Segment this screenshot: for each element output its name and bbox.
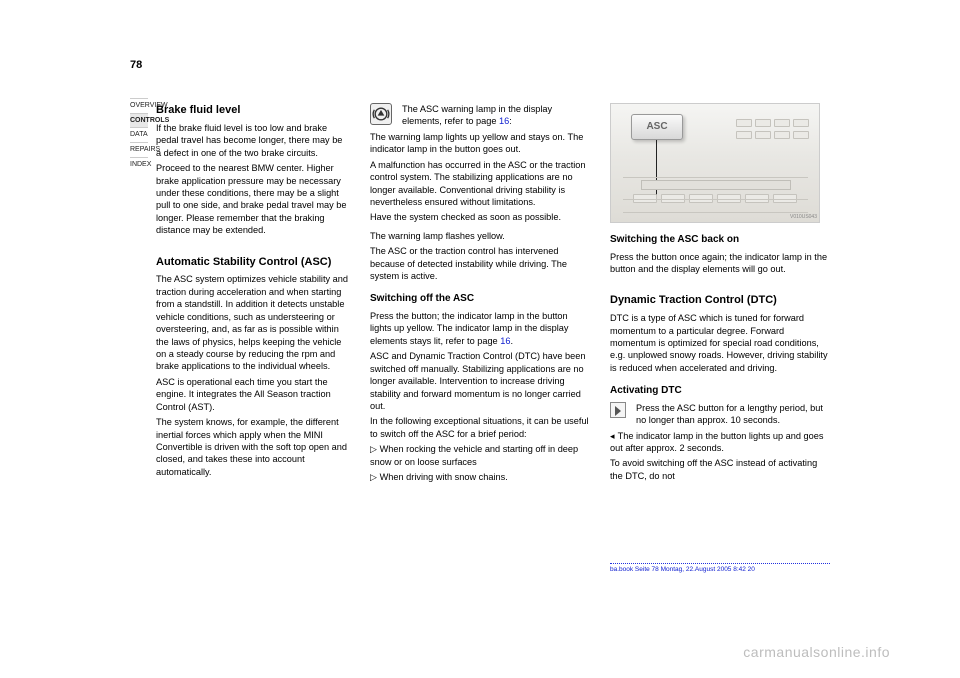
tab-overview[interactable]: OVERVIEW (130, 98, 148, 113)
heading-switching-asc-on: Switching the ASC back on (610, 233, 830, 247)
paragraph: A malfunction has occurred in the ASC or… (370, 159, 590, 209)
paragraph: Press the button; the indicator lamp in … (370, 310, 590, 347)
dtc-button-icon (610, 402, 626, 418)
page-link[interactable]: 16 (499, 116, 509, 126)
paragraph: If the brake fluid level is too low and … (156, 122, 350, 159)
manual-page: 78 OVERVIEW CONTROLS DATA REPAIRS INDEX … (130, 58, 830, 588)
brake-warning-icon (370, 103, 392, 125)
paragraph: Proceed to the nearest BMW center. Highe… (156, 162, 350, 237)
paragraph: The ASC or the traction control has inte… (370, 245, 590, 282)
paragraph: The warning lamp lights up yellow and st… (370, 131, 590, 156)
paragraph: The ASC warning lamp in the display elem… (402, 103, 590, 128)
paragraph: The indicator lamp in the button lights … (610, 430, 830, 455)
bullet-item: ▷ When rocking the vehicle and starting … (370, 443, 590, 468)
paragraph: The warning lamp flashes yellow. (370, 230, 590, 242)
paragraph: Press the ASC button for a lengthy perio… (636, 402, 830, 427)
footer-reference: ba.book Seite 78 Montag, 22.August 2005 … (610, 563, 830, 573)
paragraph: DTC is a type of ASC which is tuned for … (610, 312, 830, 374)
bullet-item: ▷ When driving with snow chains. (370, 471, 590, 483)
heading-switching-off-asc: Switching off the ASC (370, 292, 590, 306)
section-tabs: OVERVIEW CONTROLS DATA REPAIRS INDEX (130, 98, 148, 171)
column-3: ASC V010US043 Switching the ASC back on … (610, 58, 830, 588)
heading-brake-fluid: Brake fluid level (156, 103, 350, 118)
paragraph: Press the button once again; the indicat… (610, 251, 830, 276)
tab-data[interactable]: DATA (130, 127, 148, 142)
heading-asc: Automatic Stability Control (ASC) (156, 255, 350, 270)
asc-button-photo: ASC V010US043 (610, 103, 820, 223)
column-2: The ASC warning lamp in the display elem… (370, 58, 590, 588)
tab-repairs[interactable]: REPAIRS (130, 142, 148, 157)
column-1: 78 OVERVIEW CONTROLS DATA REPAIRS INDEX … (130, 58, 350, 588)
heading-activating-dtc: Activating DTC (610, 384, 830, 398)
paragraph: The ASC system optimizes vehicle stabili… (156, 273, 350, 372)
paragraph: The system knows, for example, the diffe… (156, 416, 350, 478)
heading-dtc: Dynamic Traction Control (DTC) (610, 293, 830, 308)
paragraph: Have the system checked as soon as possi… (370, 211, 590, 223)
page-link[interactable]: 16 (500, 336, 510, 346)
paragraph: ASC is operational each time you start t… (156, 376, 350, 413)
photo-part-number: V010US043 (790, 214, 817, 221)
paragraph: ASC and Dynamic Traction Control (DTC) h… (370, 350, 590, 412)
tab-controls[interactable]: CONTROLS (130, 113, 148, 128)
asc-button-label: ASC (631, 114, 683, 140)
watermark: carmanualsonline.info (743, 644, 890, 660)
page-number: 78 (130, 58, 148, 73)
paragraph: In the following exceptional situations,… (370, 415, 590, 440)
note-paragraph: To avoid switching off the ASC instead o… (610, 457, 830, 482)
tab-index[interactable]: INDEX (130, 157, 148, 172)
